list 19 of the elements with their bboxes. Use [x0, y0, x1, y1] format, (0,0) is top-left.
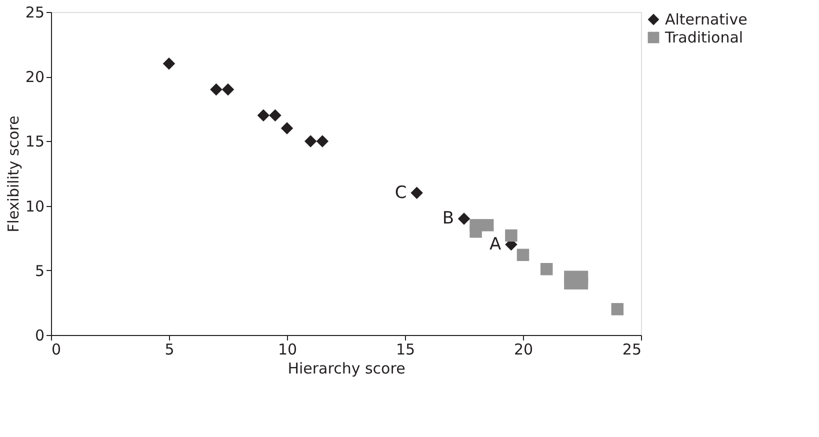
- legend-label: Traditional: [664, 28, 744, 46]
- y-tick-label: 5: [34, 262, 44, 280]
- y-tick-label: 15: [25, 132, 44, 151]
- y-tick-label: 25: [25, 4, 44, 22]
- legend-label: Alternative: [665, 10, 748, 28]
- x-tick-label: 15: [396, 340, 416, 358]
- annotation: C: [394, 182, 407, 203]
- annotation: A: [490, 234, 502, 255]
- x-tick-label: 25: [622, 340, 642, 358]
- y-tick-label: 0: [34, 326, 44, 344]
- x-tick-label: 10: [278, 340, 298, 358]
- x-tick-label: 0: [52, 340, 62, 358]
- y-tick-label: 10: [25, 197, 44, 216]
- y-axis-title: Flexibility score: [4, 116, 22, 232]
- x-tick-label: 20: [514, 340, 534, 358]
- annotation: B: [442, 208, 454, 229]
- y-tick-label: 20: [25, 68, 44, 86]
- x-axis-title: Hierarchy score: [288, 360, 406, 378]
- x-tick-label: 5: [164, 340, 174, 358]
